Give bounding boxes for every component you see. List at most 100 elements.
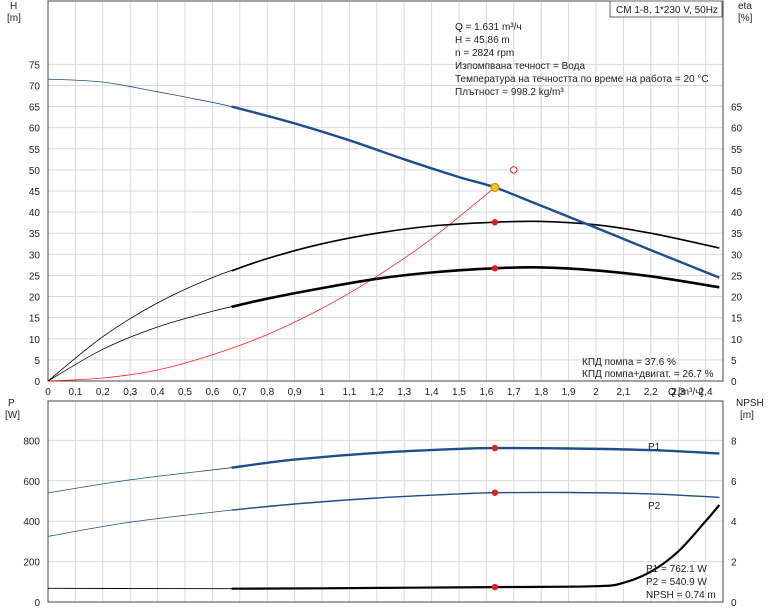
info-flow: Q = 1.631 m³/ч xyxy=(455,22,522,33)
top-left-tick-label: 50 xyxy=(29,166,41,177)
system-curve-thin xyxy=(47,187,496,382)
bottom-panel-frame xyxy=(47,400,724,603)
top-right-tick-label: 30 xyxy=(731,250,743,261)
bottom-left-axis-unit: [W] xyxy=(5,410,20,421)
top-right-tick-label: 50 xyxy=(731,166,743,177)
npsh-curve-bold xyxy=(231,504,721,590)
bottom-right-axis-symbol: NPSH xyxy=(736,398,764,409)
top-left-tick-label: 15 xyxy=(29,314,41,325)
x-tick-label: 1,2 xyxy=(370,387,384,398)
top-right-tick-label: 55 xyxy=(731,145,743,156)
head-curve-bold xyxy=(230,105,720,279)
bottom-right-tick-label: 0 xyxy=(731,598,737,609)
pump-efficiency-readout: КПД помпа = 37.6 % xyxy=(582,357,676,368)
top-right-tick-label: 5 xyxy=(731,356,737,367)
reference-point-marker xyxy=(510,166,518,174)
top-left-tick-label: 5 xyxy=(34,356,40,367)
x-tick-label: 1,9 xyxy=(562,387,576,398)
top-right-tick-label: 35 xyxy=(731,229,743,240)
series-layer xyxy=(47,78,721,590)
x-tick-label: 2 xyxy=(593,387,599,398)
grid-layer xyxy=(47,2,723,603)
axes-layer: 0 0,1 0,2 0,3 0,4 0,5 0,6 0,7 0,8 0,9 1 1,1 1,2 1,3 1,… xyxy=(23,0,743,609)
p2-curve-thin xyxy=(47,492,720,537)
x-tick-label: 1,6 xyxy=(479,387,493,398)
power-marker xyxy=(491,444,499,452)
top-right-tick-label: 0 xyxy=(731,377,737,388)
x-tick-label: 1,4 xyxy=(425,387,439,398)
top-right-tick-label: 15 xyxy=(731,314,743,325)
header-badge: CM 1-8, 1*230 V, 50Hz xyxy=(616,5,718,16)
bottom-left-tick-label: 0 xyxy=(34,598,40,609)
series-label-p1: P1 xyxy=(648,442,661,453)
top-right-axis-symbol: eta xyxy=(738,1,752,12)
x-tick-label: 2,1 xyxy=(616,387,630,398)
top-panel-frame xyxy=(47,0,724,382)
top-left-tick-label: 40 xyxy=(29,208,41,219)
bottom-right-axis-unit: [m] xyxy=(740,410,754,421)
p1-readout: P1 = 762.1 W xyxy=(646,564,707,575)
top-left-tick-label: 45 xyxy=(29,187,41,198)
power-marker xyxy=(491,583,499,591)
p2-curve-bold xyxy=(231,491,720,511)
bottom-left-tick-label: 800 xyxy=(23,436,40,447)
top-left-tick-label: 70 xyxy=(29,81,41,92)
top-left-axis-symbol: H xyxy=(10,1,17,12)
npsh-curve-thin xyxy=(47,504,720,590)
info-density: Плътност = 998.2 kg/m³ xyxy=(455,87,564,98)
top-left-tick-label: 60 xyxy=(29,124,41,135)
top-left-tick-label: 0 xyxy=(34,377,40,388)
top-right-tick-label: 25 xyxy=(731,271,743,282)
top-right-tick-label: 65 xyxy=(731,103,743,114)
info-temperature: Температура на течността по време на раб… xyxy=(455,73,709,85)
bottom-left-axis-symbol: P xyxy=(8,398,15,409)
efficiency-marker xyxy=(491,265,499,272)
x-tick-label: 0,1 xyxy=(68,387,82,398)
top-left-tick-label: 55 xyxy=(29,145,41,156)
power-marker xyxy=(491,489,499,496)
bottom-right-tick-label: 2 xyxy=(731,558,737,569)
x-tick-label: 0,9 xyxy=(288,387,302,398)
p1-curve-bold xyxy=(231,446,720,469)
top-right-tick-label: 60 xyxy=(731,124,743,135)
x-tick-label: 2,4 xyxy=(699,387,713,398)
duty-point-marker xyxy=(490,182,500,192)
x-tick-label: 1,3 xyxy=(397,387,411,398)
top-left-tick-label: 75 xyxy=(29,60,41,71)
duty-info-block: Q = 1.631 m³/ч H = 45.86 m n = 2824 rpm … xyxy=(455,22,709,98)
marker-layer xyxy=(490,166,518,591)
npsh-readout: NPSH = 0.74 m xyxy=(646,590,716,601)
top-left-tick-label: 25 xyxy=(29,271,41,282)
top-left-tick-label: 65 xyxy=(29,103,41,114)
top-right-tick-label: 40 xyxy=(731,208,743,219)
pump-efficiency-curve-bold xyxy=(231,220,720,272)
top-left-tick-label: 10 xyxy=(29,335,41,346)
top-right-axis-unit: [%] xyxy=(738,13,753,24)
total-efficiency-curve-bold xyxy=(231,265,720,309)
x-tick-label: 1,5 xyxy=(452,387,466,398)
x-tick-label: 1 xyxy=(319,387,325,398)
header-badge-box xyxy=(609,0,723,18)
x-tick-label: 0,6 xyxy=(205,387,219,398)
x-tick-label: 2,2 xyxy=(644,387,658,398)
p2-readout: P2 = 540.9 W xyxy=(646,577,707,588)
top-right-tick-label: 10 xyxy=(731,335,743,346)
bottom-left-tick-label: 200 xyxy=(23,558,40,569)
bottom-right-tick-label: 6 xyxy=(731,477,737,488)
x-tick-label: 0,8 xyxy=(260,387,274,398)
bottom-right-tick-label: 4 xyxy=(731,517,737,528)
top-left-axis-unit: [m] xyxy=(7,13,21,24)
total-efficiency-readout: КПД помпа+двигат. = 26.7 % xyxy=(582,369,714,380)
x-tick-label: 1,7 xyxy=(507,387,521,398)
bottom-left-tick-label: 600 xyxy=(23,477,40,488)
x-tick-label: 1,1 xyxy=(342,387,356,398)
bottom-right-tick-label: 8 xyxy=(731,436,737,447)
x-tick-label: 0,5 xyxy=(178,387,192,398)
x-tick-label: 0,4 xyxy=(151,387,165,398)
head-curve-thin xyxy=(47,78,720,278)
x-tick-label: 1,8 xyxy=(534,387,548,398)
x-axis-unit: [m³/ч] xyxy=(678,387,703,398)
x-tick-label: 2,3 xyxy=(671,387,685,398)
